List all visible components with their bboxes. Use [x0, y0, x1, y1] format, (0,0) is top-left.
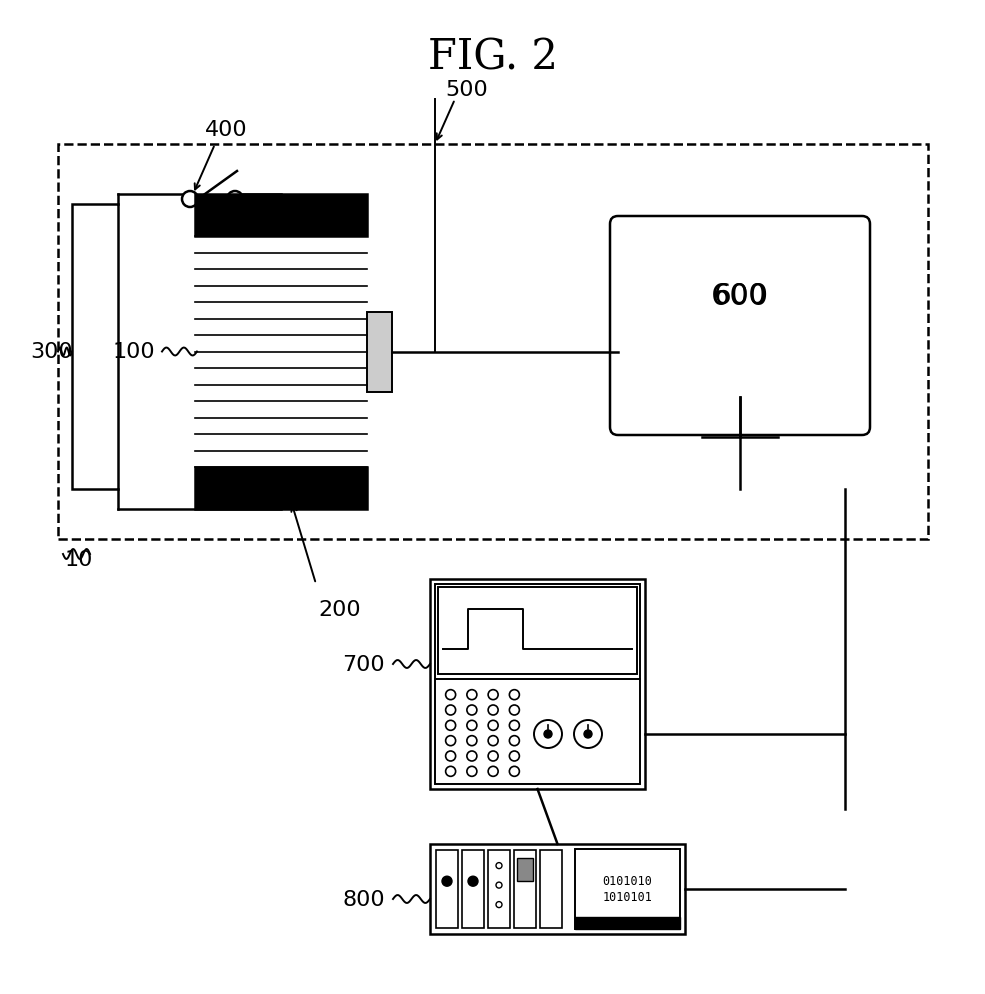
FancyBboxPatch shape: [610, 217, 870, 435]
Text: FIG. 2: FIG. 2: [427, 37, 558, 79]
Bar: [195, 467, 367, 510]
Text: 0101010: 0101010: [603, 875, 652, 888]
Text: 200: 200: [318, 599, 361, 619]
Bar: [488, 850, 510, 928]
Circle shape: [584, 731, 592, 739]
Text: 600: 600: [711, 281, 769, 311]
Text: 10: 10: [65, 550, 94, 570]
Circle shape: [468, 877, 478, 887]
Bar: [517, 858, 533, 882]
Bar: [540, 850, 562, 928]
Bar: [72, 205, 118, 489]
Bar: [435, 584, 640, 784]
Text: 400: 400: [205, 120, 247, 140]
Bar: [367, 312, 392, 392]
Bar: [195, 195, 367, 237]
Text: 800: 800: [343, 889, 385, 910]
Bar: [462, 850, 484, 928]
Bar: [430, 580, 645, 789]
Text: 700: 700: [343, 654, 385, 674]
Bar: [514, 850, 536, 928]
Bar: [58, 145, 928, 540]
Bar: [575, 917, 680, 929]
Circle shape: [442, 877, 452, 887]
Bar: [436, 850, 458, 928]
Bar: [575, 849, 680, 929]
Text: 500: 500: [445, 80, 488, 100]
Text: 100: 100: [112, 342, 155, 362]
Bar: [430, 844, 685, 934]
Bar: [438, 587, 637, 674]
Text: 300: 300: [30, 342, 73, 362]
Text: 600: 600: [713, 282, 766, 310]
Text: 1010101: 1010101: [603, 891, 652, 904]
Circle shape: [544, 731, 552, 739]
